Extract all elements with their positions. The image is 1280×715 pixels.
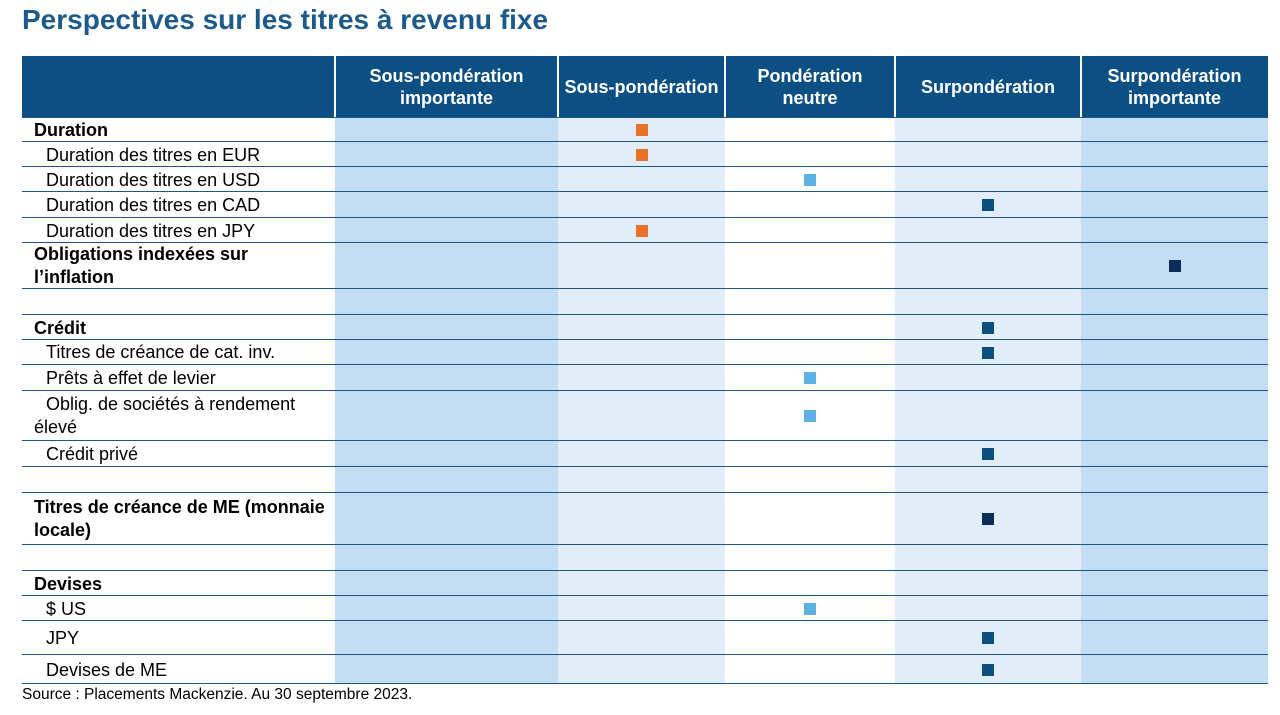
row-label: $ US <box>46 598 87 619</box>
row-rule <box>22 191 1268 192</box>
column-header: Surpondération importante <box>1107 65 1242 108</box>
row-label: Crédit <box>34 317 87 338</box>
row-label: Crédit privé <box>46 444 139 464</box>
row-label: Devises <box>34 573 103 594</box>
column-fill <box>1081 117 1268 684</box>
column-fill <box>22 117 335 684</box>
row-label: Obligations indexées sur l’inflation <box>34 244 249 287</box>
row-label: Duration des titres en JPY <box>46 220 256 241</box>
header-divider <box>334 56 336 117</box>
row-rule <box>22 570 1268 571</box>
row-rule <box>22 492 1268 493</box>
column-fill <box>725 117 895 684</box>
chart-title: Perspectives sur les titres à revenu fix… <box>22 4 549 35</box>
row-rule <box>22 339 1268 340</box>
position-marker <box>804 603 816 615</box>
row-label: Titres de créance de cat. inv. <box>46 342 276 362</box>
row-rule <box>22 288 1268 289</box>
column-header: Sous-pondération importante <box>369 65 524 108</box>
column-fill <box>895 117 1081 684</box>
position-marker <box>982 322 994 334</box>
position-marker <box>982 448 994 460</box>
position-marker <box>982 199 994 211</box>
source-note: Source : Placements Mackenzie. Au 30 sep… <box>22 686 413 703</box>
row-rule <box>22 654 1268 655</box>
row-rule <box>22 544 1268 545</box>
position-marker <box>1169 260 1181 272</box>
row-rule <box>22 390 1268 391</box>
row-rule <box>22 242 1268 243</box>
row-rule <box>22 595 1268 596</box>
row-rule <box>22 466 1268 467</box>
position-marker <box>982 664 994 676</box>
row-label: Devises de ME <box>46 659 168 680</box>
column-header: Pondération neutre <box>757 65 863 108</box>
row-label: Oblig. de sociétés à rendement élevé <box>34 394 296 437</box>
position-marker <box>804 410 816 422</box>
position-marker <box>804 372 816 384</box>
row-label: Duration des titres en USD <box>46 169 261 190</box>
header-band <box>22 56 1268 117</box>
position-marker <box>636 124 648 136</box>
header-divider <box>557 56 559 117</box>
row-label: Duration des titres en CAD <box>46 195 261 215</box>
column-fill <box>558 117 725 684</box>
row-rule <box>22 683 1268 684</box>
header-divider <box>1080 56 1082 117</box>
header-divider <box>894 56 896 117</box>
row-rule <box>22 141 1268 142</box>
row-label: Duration des titres en EUR <box>46 144 261 165</box>
row-label: Duration <box>34 119 108 140</box>
position-marker <box>636 225 648 237</box>
column-header: Surpondération <box>921 76 1055 97</box>
position-marker <box>804 174 816 186</box>
position-marker <box>636 149 648 161</box>
row-label: Prêts à effet de levier <box>46 368 216 388</box>
position-marker <box>982 347 994 359</box>
row-rule <box>22 217 1268 218</box>
row-rule <box>22 166 1268 167</box>
row-rule <box>22 440 1268 441</box>
row-rule <box>22 117 1268 118</box>
position-marker <box>982 632 994 644</box>
row-label: JPY <box>46 628 80 648</box>
row-rule <box>22 364 1268 365</box>
row-rule <box>22 620 1268 621</box>
column-fill <box>335 117 558 684</box>
position-marker <box>982 513 994 525</box>
row-rule <box>22 314 1268 315</box>
column-header: Sous-pondération <box>564 76 719 97</box>
header-divider <box>724 56 726 117</box>
row-label: Titres de créance de ME (monnaie locale) <box>34 497 325 540</box>
